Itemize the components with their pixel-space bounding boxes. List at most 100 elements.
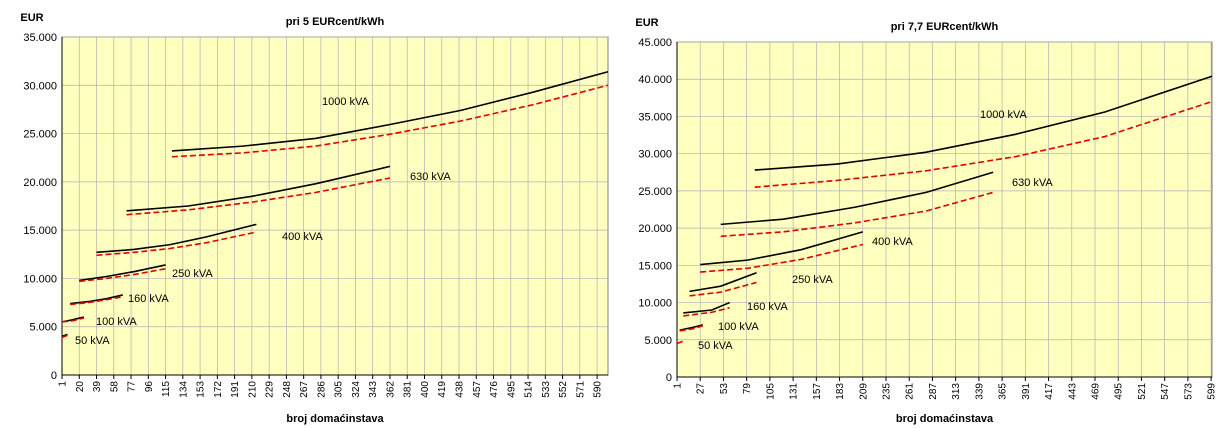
annotation: 100 kVA: [718, 321, 759, 333]
x-tick-label: 419: [437, 381, 448, 398]
series-line: [754, 100, 1213, 188]
x-tick-label: 469: [1090, 383, 1101, 400]
series-line: [171, 70, 609, 152]
y-tick-label: 5.000: [644, 335, 672, 347]
x-tick-label: 305: [334, 381, 345, 398]
x-tick-label: 183: [835, 383, 846, 400]
series-line: [61, 334, 68, 339]
x-tick-label: 105: [765, 383, 776, 400]
x-tick-label: 27: [696, 383, 707, 395]
series-line: [689, 281, 757, 297]
y-tick-label: 25.000: [638, 186, 672, 198]
annotation: 1000 kVA: [980, 109, 1028, 121]
x-tick-label: 339: [974, 383, 985, 400]
y-tick-label: 40.000: [638, 74, 672, 86]
plot-area: [676, 41, 1213, 378]
x-tick-label: 1: [58, 381, 69, 387]
annotation: 50 kVA: [75, 335, 110, 347]
x-tick-label: 438: [455, 381, 466, 398]
y-tick-label: 45.000: [638, 37, 672, 49]
annotation: 160 kVA: [747, 301, 788, 313]
x-axis-label: broj domaćinstava: [896, 413, 994, 425]
x-tick-label: 533: [541, 381, 552, 398]
x-tick-label: 96: [144, 381, 155, 393]
x-tick-label: 365: [998, 383, 1009, 400]
annotation: 630 kVA: [1012, 177, 1053, 189]
series-line: [61, 333, 68, 338]
y-tick-label: 30.000: [23, 80, 57, 92]
y-tick-label: 30.000: [638, 149, 672, 161]
x-tick-label: 286: [316, 381, 327, 398]
y-tick-label: 20.000: [638, 223, 672, 235]
plot-area: [61, 36, 609, 376]
series-line: [720, 191, 994, 238]
x-tick-label: 235: [881, 383, 892, 400]
y-tick-label: 25.000: [23, 129, 57, 141]
x-tick-label: 157: [812, 383, 823, 400]
x-tick-label: 381: [403, 381, 414, 398]
series-line: [700, 243, 863, 273]
y-tick-label: 15.000: [23, 225, 57, 237]
x-tick-label: 514: [524, 381, 535, 398]
series-line: [171, 84, 609, 158]
x-tick-label: 39: [92, 381, 103, 393]
x-tick-label: 443: [1067, 383, 1078, 400]
y-tick-label: 0: [666, 372, 672, 384]
series-line: [126, 177, 391, 216]
x-tick-label: 210: [247, 381, 258, 398]
x-tick-label: 590: [593, 381, 604, 398]
x-tick-label: 79: [742, 383, 753, 395]
y-axis-label: EUR: [20, 12, 43, 24]
x-tick-label: 476: [489, 381, 500, 398]
annotation: 630 kVA: [410, 171, 451, 183]
x-tick-label: 53: [719, 383, 730, 395]
x-tick-label: 362: [385, 381, 396, 398]
x-tick-label: 1: [673, 383, 684, 389]
series-line: [679, 324, 704, 331]
y-axis-label: EUR: [635, 17, 658, 29]
x-tick-label: 547: [1160, 383, 1171, 400]
annotation: 400 kVA: [282, 231, 323, 243]
y-tick-label: 5.000: [29, 322, 57, 334]
x-tick-label: 313: [951, 383, 962, 400]
series-line: [700, 231, 863, 266]
annotation: 50 kVA: [698, 340, 733, 352]
series-line: [79, 267, 166, 283]
x-tick-label: 20: [75, 381, 86, 393]
x-tick-label: 115: [161, 381, 172, 397]
x-axis-label: broj domaćinstava: [286, 413, 384, 425]
x-tick-label: 229: [265, 381, 276, 398]
x-tick-label: 248: [282, 381, 293, 398]
annotation: 250 kVA: [792, 274, 833, 286]
x-tick-label: 324: [351, 381, 362, 398]
y-tick-label: 10.000: [23, 273, 57, 285]
annotation: 1000 kVA: [322, 96, 370, 108]
y-tick-label: 0: [51, 370, 57, 382]
x-tick-label: 153: [196, 381, 207, 398]
x-tick-label: 343: [368, 381, 379, 398]
x-tick-label: 573: [1183, 383, 1194, 400]
series-line: [683, 306, 730, 317]
series-line: [689, 272, 757, 293]
series-line: [754, 75, 1213, 171]
x-tick-label: 400: [420, 381, 431, 398]
series-line: [126, 165, 391, 212]
y-tick-label: 35.000: [23, 32, 57, 44]
series-line: [79, 264, 166, 282]
x-tick-label: 571: [575, 381, 586, 398]
x-tick-label: 495: [1114, 383, 1125, 400]
x-tick-label: 417: [1044, 383, 1055, 400]
x-tick-label: 287: [928, 383, 939, 400]
y-tick-label: 20.000: [23, 177, 57, 189]
series-line: [720, 171, 994, 226]
x-tick-label: 521: [1137, 383, 1148, 400]
x-tick-label: 391: [1021, 383, 1032, 400]
annotation: 100 kVA: [96, 316, 137, 328]
x-tick-label: 58: [109, 381, 120, 393]
series-line: [683, 301, 731, 314]
x-tick-label: 172: [213, 381, 224, 398]
series-line: [679, 324, 704, 332]
chart-title: pri 7,7 EURcent/kWh: [891, 21, 999, 33]
series-line: [96, 231, 257, 257]
